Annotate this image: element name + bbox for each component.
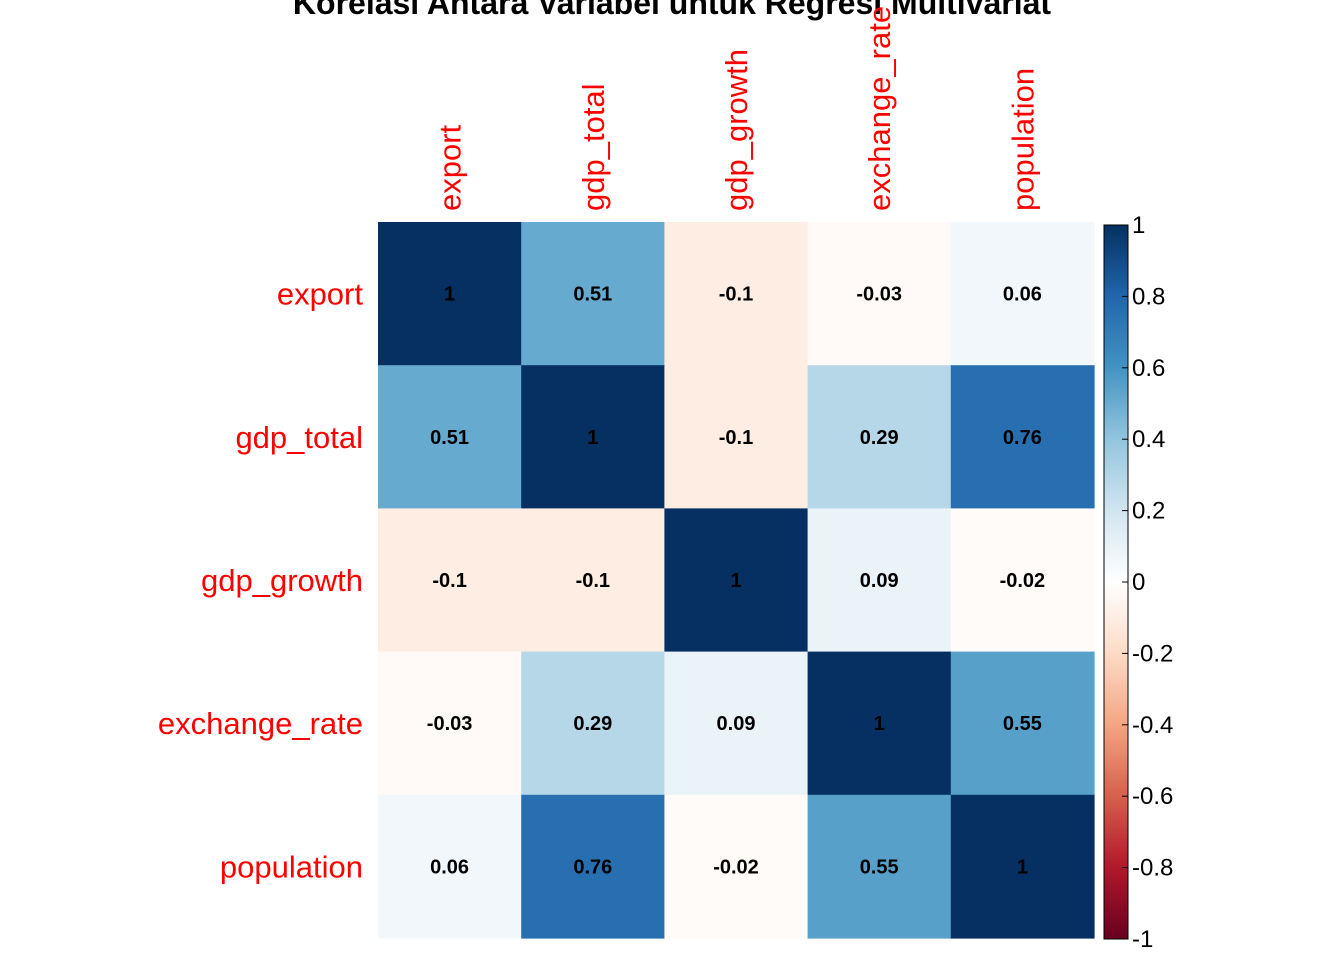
heatmap-cell-export-exchange_rate <box>807 222 952 366</box>
row-labels: export gdp_total gdp_growth exchange_ratepo… <box>158 277 363 885</box>
column-label-exchange_rate: exchange_rate <box>862 6 897 211</box>
cell-value-gdp_total-exchange_rate: 0.29 <box>860 427 899 449</box>
cell-value-population-population: 1 <box>1017 856 1028 878</box>
column-label-population: population <box>1005 68 1040 211</box>
cell-value-export-population: 0.06 <box>1003 284 1042 306</box>
cell-value-exchange_rate-exchange_rate: 1 <box>874 713 885 735</box>
chart-title: Korelasi Antara Variabel untuk Regresi M… <box>293 0 1052 21</box>
heatmap-cell-export-export <box>378 222 522 366</box>
heatmap-cell-gdp_growth-gdp_growth <box>664 508 809 653</box>
cell-value-exchange_rate-export: -0.03 <box>427 713 473 735</box>
cell-value-gdp_total-population: 0.76 <box>1003 427 1042 449</box>
row-label-gdp_growth: gdp_growth <box>201 563 363 598</box>
colorbar-tick-label: -0.8 <box>1132 855 1173 882</box>
colorbar-tick-label: 0.8 <box>1132 283 1165 310</box>
cell-value-gdp_total-gdp_growth: -0.1 <box>719 427 753 449</box>
heatmap-cell-gdp_growth-export <box>378 508 522 653</box>
cell-value-exchange_rate-population: 0.55 <box>1003 713 1042 735</box>
heatmap-cell-exchange_rate-population <box>950 651 1095 796</box>
heatmap-cell-exchange_rate-exchange_rate <box>807 651 952 796</box>
heatmap-cell-exchange_rate-gdp_growth <box>664 651 809 796</box>
colorbar-tick-label: 0.2 <box>1132 498 1165 525</box>
heatmap-cells <box>378 222 1095 939</box>
heatmap-cell-export-gdp_total <box>521 222 665 366</box>
column-labels: export gdp_total gdp_growth exchange_rate po… <box>433 6 1041 211</box>
cell-value-export-gdp_growth: -0.1 <box>719 284 753 306</box>
cell-value-gdp_total-gdp_total: 1 <box>587 427 598 449</box>
colorbar-tick-label: -0.2 <box>1132 640 1173 667</box>
colorbar-tick-label: 0.4 <box>1132 426 1165 453</box>
heatmap-cell-export-gdp_growth <box>664 222 809 366</box>
cell-value-gdp_growth-gdp_total: -0.1 <box>576 570 610 592</box>
cell-value-gdp_growth-gdp_growth: 1 <box>730 570 741 592</box>
heatmap-cell-population-gdp_total <box>521 794 665 939</box>
row-label-export: export <box>277 277 364 312</box>
cell-value-gdp_total-export: 0.51 <box>430 427 469 449</box>
cell-values: 1 0.51 -0.1 -0.03 0.06 0.51 1 -0.1 0.29 0.76 -0.1 -… <box>427 284 1045 879</box>
colorbar-tick-label: -0.6 <box>1132 783 1173 810</box>
heatmap-cell-population-exchange_rate <box>807 794 952 939</box>
heatmap-cell-gdp_growth-population <box>950 508 1095 653</box>
row-label-population: population <box>220 849 363 884</box>
row-label-exchange_rate: exchange_rate <box>158 706 363 741</box>
colorbar: -1 -0.8 -0.6 -0.4 -0.2 0 0.2 0.4 0.6 0.8 1 <box>1103 212 1173 953</box>
heatmap-cell-gdp_total-exchange_rate <box>807 365 952 509</box>
heatmap-cell-gdp_total-gdp_total <box>521 365 665 509</box>
column-label-gdp_total: gdp_total <box>576 83 611 211</box>
heatmap-cell-gdp_total-export <box>378 365 522 509</box>
cell-value-population-gdp_total: 0.76 <box>573 856 612 878</box>
heatmap-cell-population-export <box>378 794 522 939</box>
cell-value-population-exchange_rate: 0.55 <box>860 856 899 878</box>
colorbar-tick-label: -0.4 <box>1132 712 1173 739</box>
cell-value-export-export: 1 <box>444 284 455 306</box>
heatmap-cell-exchange_rate-gdp_total <box>521 651 665 796</box>
heatmap-cell-gdp_growth-exchange_rate <box>807 508 952 653</box>
column-label-export: export <box>433 124 468 211</box>
colorbar-tick-label: 0.6 <box>1132 355 1165 382</box>
row-label-gdp_total: gdp_total <box>235 420 363 455</box>
cell-value-export-exchange_rate: -0.03 <box>856 284 902 306</box>
heatmap-cell-population-population <box>950 794 1095 939</box>
cell-value-population-export: 0.06 <box>430 856 469 878</box>
heatmap-cell-export-population <box>950 222 1095 366</box>
heatmap-cell-population-gdp_growth <box>664 794 809 939</box>
cell-value-gdp_growth-exchange_rate: 0.09 <box>860 570 899 592</box>
colorbar-tick-label: 1 <box>1132 212 1145 239</box>
heatmap-cell-gdp_total-gdp_growth <box>664 365 809 509</box>
cell-value-exchange_rate-gdp_total: 0.29 <box>573 713 612 735</box>
heatmap-cell-gdp_growth-gdp_total <box>521 508 665 653</box>
column-label-gdp_growth: gdp_growth <box>719 49 754 211</box>
heatmap-cell-gdp_total-population <box>950 365 1095 509</box>
colorbar-tick-label: -1 <box>1132 926 1153 953</box>
heatmap-cell-exchange_rate-export <box>378 651 522 796</box>
cell-value-population-gdp_growth: -0.02 <box>713 856 759 878</box>
cell-value-export-gdp_total: 0.51 <box>573 284 612 306</box>
cell-value-gdp_growth-export: -0.1 <box>432 570 466 592</box>
colorbar-tick-label: 0 <box>1132 569 1145 596</box>
cell-value-exchange_rate-gdp_growth: 0.09 <box>717 713 756 735</box>
cell-value-gdp_growth-population: -0.02 <box>1000 570 1046 592</box>
